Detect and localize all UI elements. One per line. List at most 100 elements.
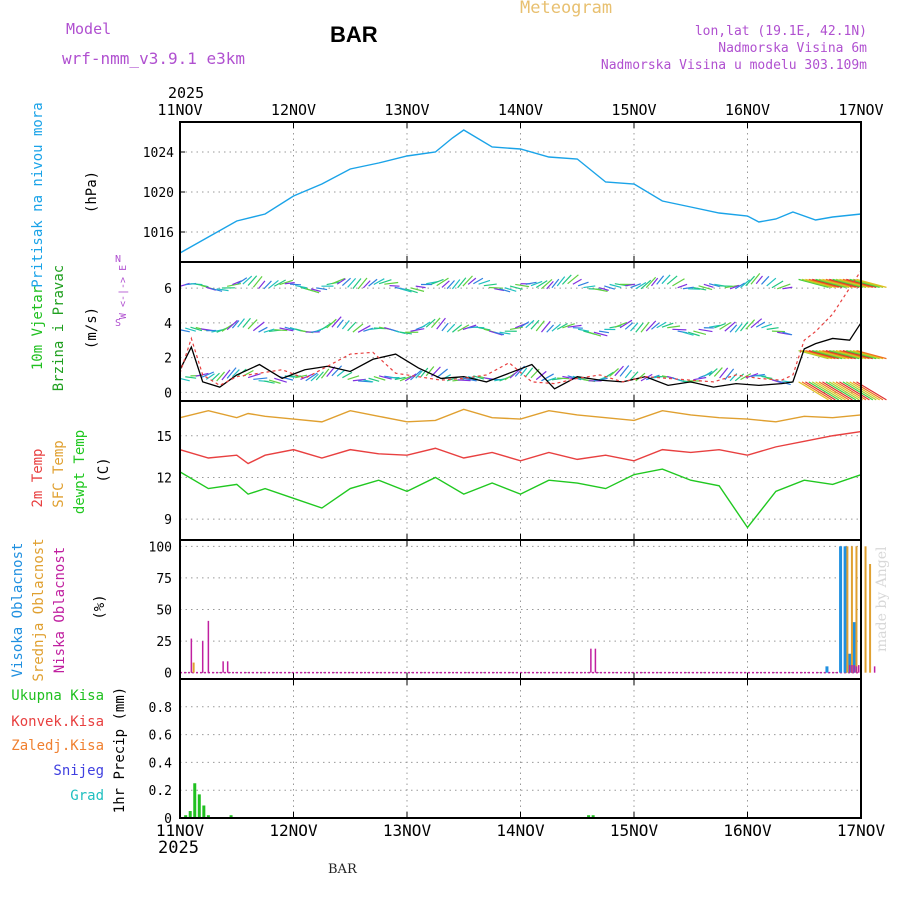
wind-arrow bbox=[483, 283, 497, 287]
wind-arrow bbox=[315, 371, 324, 381]
precip-bar bbox=[229, 815, 233, 818]
wind-arrow bbox=[258, 326, 268, 333]
wind-arrow bbox=[341, 277, 351, 287]
wind-arrow bbox=[829, 350, 860, 360]
precip-bar bbox=[193, 783, 197, 818]
wind-arrow bbox=[420, 321, 431, 329]
wind-arrow bbox=[672, 278, 685, 287]
wind-arrow bbox=[530, 280, 543, 287]
wind-arrow bbox=[394, 376, 406, 381]
x-tick-label-bottom: 12NOV bbox=[269, 821, 318, 840]
wind-arrow bbox=[541, 373, 554, 382]
x-tick-label-top: 14NOV bbox=[498, 101, 543, 119]
year-top: 2025 bbox=[168, 84, 205, 102]
wind-arrow bbox=[546, 280, 554, 290]
wind-arrow bbox=[295, 374, 308, 379]
wind-arrow bbox=[268, 279, 279, 289]
wind-arrow bbox=[216, 288, 229, 292]
wind-arrow bbox=[661, 274, 671, 285]
wind-arrow bbox=[761, 323, 773, 329]
y-tick-label: 2 bbox=[164, 352, 172, 367]
y-tick-label: 0.6 bbox=[149, 729, 172, 744]
wind-arrow bbox=[520, 367, 528, 377]
wind-arrow bbox=[227, 282, 241, 287]
precip-bar bbox=[587, 815, 591, 818]
wind-arrow bbox=[352, 323, 364, 333]
wind-arrow bbox=[645, 320, 657, 332]
compass-n: N bbox=[115, 254, 121, 265]
wind-arrow bbox=[750, 318, 763, 329]
wind-arrow bbox=[415, 285, 426, 289]
wind-arrow bbox=[766, 277, 777, 287]
y-tick-label: 12 bbox=[156, 471, 172, 486]
wind-arrow bbox=[572, 278, 582, 285]
wind-arrow bbox=[609, 283, 622, 289]
x-tick-label-top: 16NOV bbox=[725, 101, 770, 119]
wind-arrow bbox=[279, 327, 294, 332]
wind-arrow bbox=[839, 350, 870, 360]
compass-label: W <-|-> E bbox=[118, 265, 129, 319]
x-tick-label-top: 11NOV bbox=[157, 101, 202, 119]
wind-arrow bbox=[755, 275, 763, 285]
wind-arrow bbox=[771, 280, 784, 289]
dewpt-label: dewpt Temp bbox=[72, 430, 88, 514]
year-bottom: 2025 bbox=[158, 838, 199, 858]
wind-arrow bbox=[399, 331, 412, 335]
x-tick-label-bottom: 16NOV bbox=[723, 821, 772, 840]
wind-arrow bbox=[567, 324, 582, 328]
wind-arrow bbox=[179, 377, 190, 382]
precip-legend-1: Konvek.Kisa bbox=[11, 714, 104, 730]
wind-arrow bbox=[822, 350, 853, 360]
pressure-unit: (hPa) bbox=[84, 171, 100, 213]
wind-arrow bbox=[624, 322, 634, 330]
wind-arrow bbox=[808, 350, 839, 360]
x-tick-label-top: 15NOV bbox=[611, 101, 656, 119]
wind-arrow bbox=[578, 328, 590, 332]
wind-arrow bbox=[828, 381, 860, 401]
cloud-bar-mid bbox=[192, 662, 195, 673]
wind-arrow bbox=[211, 372, 220, 382]
wind-arrow bbox=[441, 280, 450, 288]
wind-arrow bbox=[724, 321, 736, 332]
wind-arrow bbox=[698, 285, 713, 291]
wind-arrow bbox=[284, 326, 295, 331]
wind-arrow bbox=[499, 288, 511, 293]
wind-arrow bbox=[755, 321, 766, 328]
wind-arrow bbox=[761, 275, 770, 285]
footer-station: BAR bbox=[328, 862, 357, 877]
wind-arrow bbox=[347, 277, 357, 288]
wind-arrow bbox=[693, 376, 707, 381]
wind-arrow bbox=[436, 368, 448, 379]
wind-arrow bbox=[221, 323, 234, 332]
wind-title: 10m Vjetar bbox=[30, 286, 46, 370]
x-tick-label-bottom: 13NOV bbox=[383, 821, 432, 840]
wind-title2: Brzina i Pravac bbox=[51, 265, 67, 391]
wind-arrow bbox=[852, 381, 884, 401]
wind-arrow bbox=[740, 279, 751, 289]
compass-s: S bbox=[115, 318, 121, 329]
wind-arrow bbox=[842, 278, 873, 288]
wind-arrow bbox=[832, 278, 863, 288]
y-tick-label: 1020 bbox=[143, 186, 174, 201]
wind-arrow bbox=[687, 331, 700, 337]
wind-arrow bbox=[363, 379, 374, 383]
wind-arrow bbox=[708, 324, 721, 328]
cloud-bar-low bbox=[873, 666, 876, 673]
wind-arrow bbox=[842, 381, 874, 401]
cloud-bar-high bbox=[825, 666, 829, 673]
wind-arrow bbox=[577, 281, 589, 287]
wind-arrow bbox=[561, 274, 572, 285]
wind-arrow bbox=[457, 324, 470, 332]
wind-arrow bbox=[682, 331, 694, 336]
wind-arrow bbox=[253, 377, 268, 380]
cloud-bar-low bbox=[851, 665, 853, 673]
cloud-bar-mid bbox=[869, 564, 872, 673]
wind-arrow bbox=[279, 279, 294, 286]
wind-arrow bbox=[258, 280, 266, 289]
wind-arrow bbox=[274, 329, 288, 332]
lonlat-label: lon,lat (19.1E, 42.1N) bbox=[694, 24, 867, 39]
wind-arrow bbox=[640, 279, 652, 290]
wind-arrow bbox=[808, 381, 840, 401]
wind-arrow bbox=[640, 321, 650, 333]
